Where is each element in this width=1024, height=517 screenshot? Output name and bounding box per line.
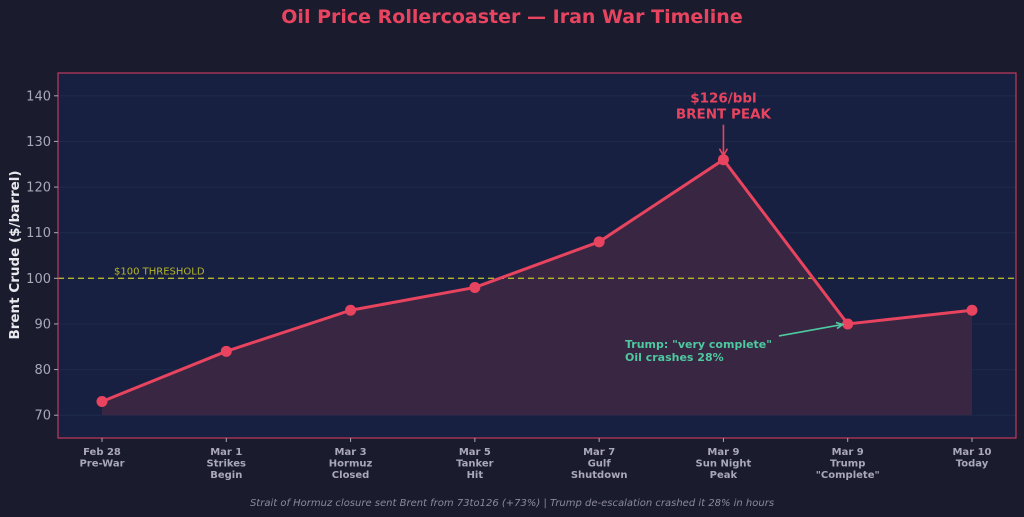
threshold-group: $100 THRESHOLD [58, 266, 1016, 279]
x-tick-label-line: Shutdown [571, 470, 628, 481]
x-tick-label: Feb 28 Pre-War [79, 447, 124, 470]
plot-frame [57, 72, 1017, 439]
x-tick-label: Mar 9 Trump "Complete" [816, 447, 880, 481]
x-tick-label: Mar 10 Today [952, 447, 991, 470]
x-tick-label-line: Strikes [207, 459, 247, 470]
trump-arrowhead [835, 321, 845, 330]
x-tick-label-line: Sun Night [696, 459, 752, 470]
chart-caption: Strait of Hormuz closure sent Brent from… [250, 498, 774, 509]
x-tick-label-line: Mar 1 [210, 447, 242, 458]
x-tick-label-line: Mar 3 [335, 447, 367, 458]
x-tick-label: Mar 9 Sun Night Peak [696, 447, 752, 481]
trump-arrow [778, 323, 843, 337]
x-tick-label: Mar 1 Strikes Begin [207, 447, 247, 481]
x-tick-label-line: Pre-War [79, 459, 124, 470]
y-tick-label: 110 [26, 226, 51, 241]
y-tick-label: 100 [26, 272, 51, 287]
y-tick-label: 70 [34, 409, 51, 424]
data-point [469, 281, 481, 293]
x-tick-label: Mar 7 Gulf Shutdown [571, 447, 628, 481]
x-tick-label-line: Mar 7 [583, 447, 615, 458]
y-tick-label: 90 [34, 317, 51, 332]
series-line [101, 158, 973, 403]
y-tick-label: 120 [26, 181, 51, 196]
x-axis: Feb 28 Pre-War Mar 1 Strikes Begin Mar 3 Hormu… [79, 438, 992, 481]
x-tick-label-line: Hit [467, 470, 484, 481]
data-point [345, 304, 357, 316]
data-point [220, 345, 232, 357]
x-tick-label-line: Today [956, 459, 989, 470]
x-tick-label: Mar 3 Hormuz Closed [329, 447, 373, 481]
x-tick-label-line: Hormuz [329, 459, 373, 470]
annotations: $126/bbl BRENT PEAK Trump: "very complet… [625, 91, 845, 364]
data-point [717, 154, 729, 166]
area-fill-group [102, 159, 972, 416]
series-line-group [101, 158, 973, 403]
x-tick-label-line: Tanker [456, 459, 494, 470]
x-tick-label: Mar 5 Tanker Hit [456, 447, 494, 481]
x-tick-label-line: Gulf [588, 459, 612, 470]
peak-annotation-price: $126/bbl [690, 91, 756, 107]
peak-arrowhead [718, 148, 729, 158]
x-tick-label-line: Mar 9 [832, 447, 864, 458]
chart-title: Oil Price Rollercoaster — Iran War Timel… [281, 6, 742, 28]
data-points [96, 154, 978, 407]
trump-annotation-quote: Trump: "very complete" [625, 338, 772, 351]
x-tick-label-line: Mar 10 [952, 447, 991, 458]
x-tick-label-line: Mar 5 [459, 447, 491, 458]
peak-annotation-label: BRENT PEAK [676, 107, 772, 123]
x-tick-label-line: Feb 28 [83, 447, 121, 458]
data-point [96, 396, 108, 407]
threshold-label: $100 THRESHOLD [114, 266, 205, 277]
x-tick-label-line: Closed [332, 470, 370, 481]
data-point [593, 236, 605, 248]
data-point [966, 304, 978, 316]
x-tick-label-line: "Complete" [816, 470, 880, 481]
y-tick-label: 80 [34, 363, 51, 378]
y-tick-label: 130 [26, 135, 51, 150]
x-tick-label-line: Mar 9 [707, 447, 739, 458]
area-fill [102, 159, 972, 416]
x-tick-label-line: Begin [210, 470, 242, 481]
y-tick-label: 140 [26, 89, 51, 104]
trump-annotation-crash: Oil crashes 28% [625, 351, 724, 364]
x-tick-label-line: Peak [710, 470, 738, 481]
y-axis-label: Brent Crude ($/barrel) [7, 170, 23, 339]
data-point [842, 318, 854, 330]
x-tick-label-line: Trump [830, 459, 865, 470]
y-axis: 70 80 90 100 110 120 130 140 [26, 89, 58, 424]
